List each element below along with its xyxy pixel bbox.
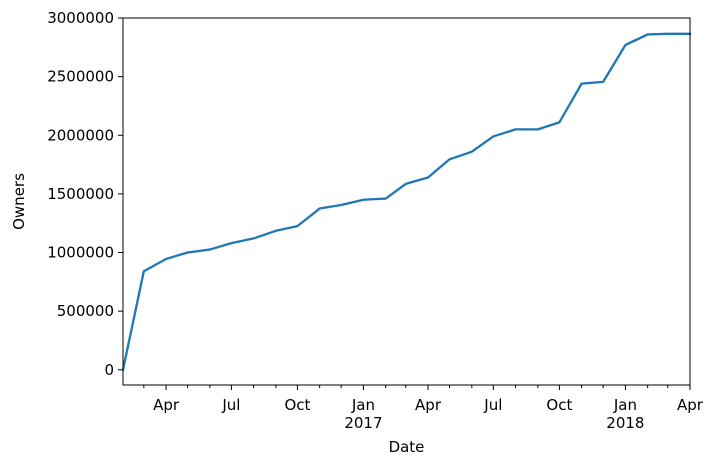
x-tick-year-label: 2018 [606, 414, 644, 432]
y-tick-label: 500000 [57, 302, 114, 320]
y-tick-label: 2000000 [47, 126, 114, 144]
plot-frame [122, 17, 691, 386]
x-tick-label: Jan [613, 396, 637, 414]
y-tick-label: 3000000 [47, 9, 114, 27]
y-axis-label: Owners [10, 173, 28, 230]
y-axis-ticks: 0 500000 1000000 1500000 2000000 2500000 30000… [47, 9, 123, 379]
x-tick-year-label: 2017 [344, 414, 382, 432]
x-tick-label: Apr [415, 396, 442, 414]
x-tick-label: Oct [284, 396, 310, 414]
x-axis-label: Date [389, 438, 425, 456]
x-tick-label: Oct [546, 396, 572, 414]
y-tick-label: 1000000 [47, 244, 114, 262]
x-tick-label: Jan [351, 396, 375, 414]
x-tick-label: Apr [677, 396, 704, 414]
y-tick-label: 1500000 [47, 185, 114, 203]
y-tick-label: 2500000 [47, 68, 114, 86]
x-tick-label: Apr [153, 396, 180, 414]
series-line-owners [121, 32, 692, 372]
x-tick-label: Jul [221, 396, 240, 414]
x-tick-label: Jul [483, 396, 502, 414]
y-tick-label: 0 [104, 361, 114, 379]
